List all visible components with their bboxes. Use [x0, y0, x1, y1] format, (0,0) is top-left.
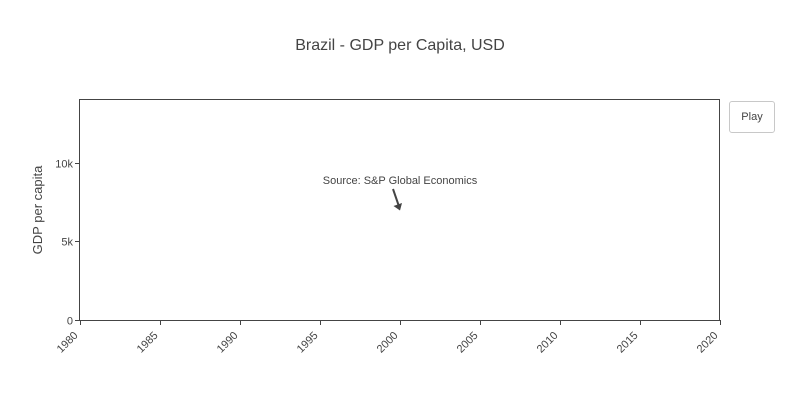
x-tick-label: 1995: [295, 330, 321, 356]
x-tick-label: 2020: [695, 330, 721, 356]
annotation-text: Source: S&P Global Economics: [323, 175, 478, 187]
y-tick-label: 5k: [61, 237, 73, 249]
annotation-layer: Source: S&P Global Economics: [323, 175, 478, 211]
play-button[interactable]: Play: [729, 101, 775, 133]
annotation-arrow-head: [393, 203, 402, 211]
x-tick-label: 2015: [615, 330, 641, 356]
x-tick-label: 1985: [135, 330, 161, 356]
x-tick-label: 1980: [55, 330, 81, 356]
annotation-arrow-line: [392, 188, 400, 206]
y-axis-title: GDP per capita: [30, 165, 45, 254]
plot-area-frame: [79, 99, 720, 321]
y-tick-label: 0: [67, 316, 73, 328]
y-axis: 0 5k 10k: [55, 159, 80, 328]
x-tick-label: 2010: [535, 330, 561, 356]
y-tick-label: 10k: [55, 159, 73, 171]
chart-title: Brazil - GDP per Capita, USD: [295, 37, 505, 54]
x-tick-label: 1990: [215, 330, 241, 356]
x-axis: 1980 1985 1990 1995 2000 2005 2010 2015 2020: [55, 320, 721, 355]
x-tick-label: 2005: [455, 330, 481, 356]
x-tick-label: 2000: [375, 330, 401, 356]
